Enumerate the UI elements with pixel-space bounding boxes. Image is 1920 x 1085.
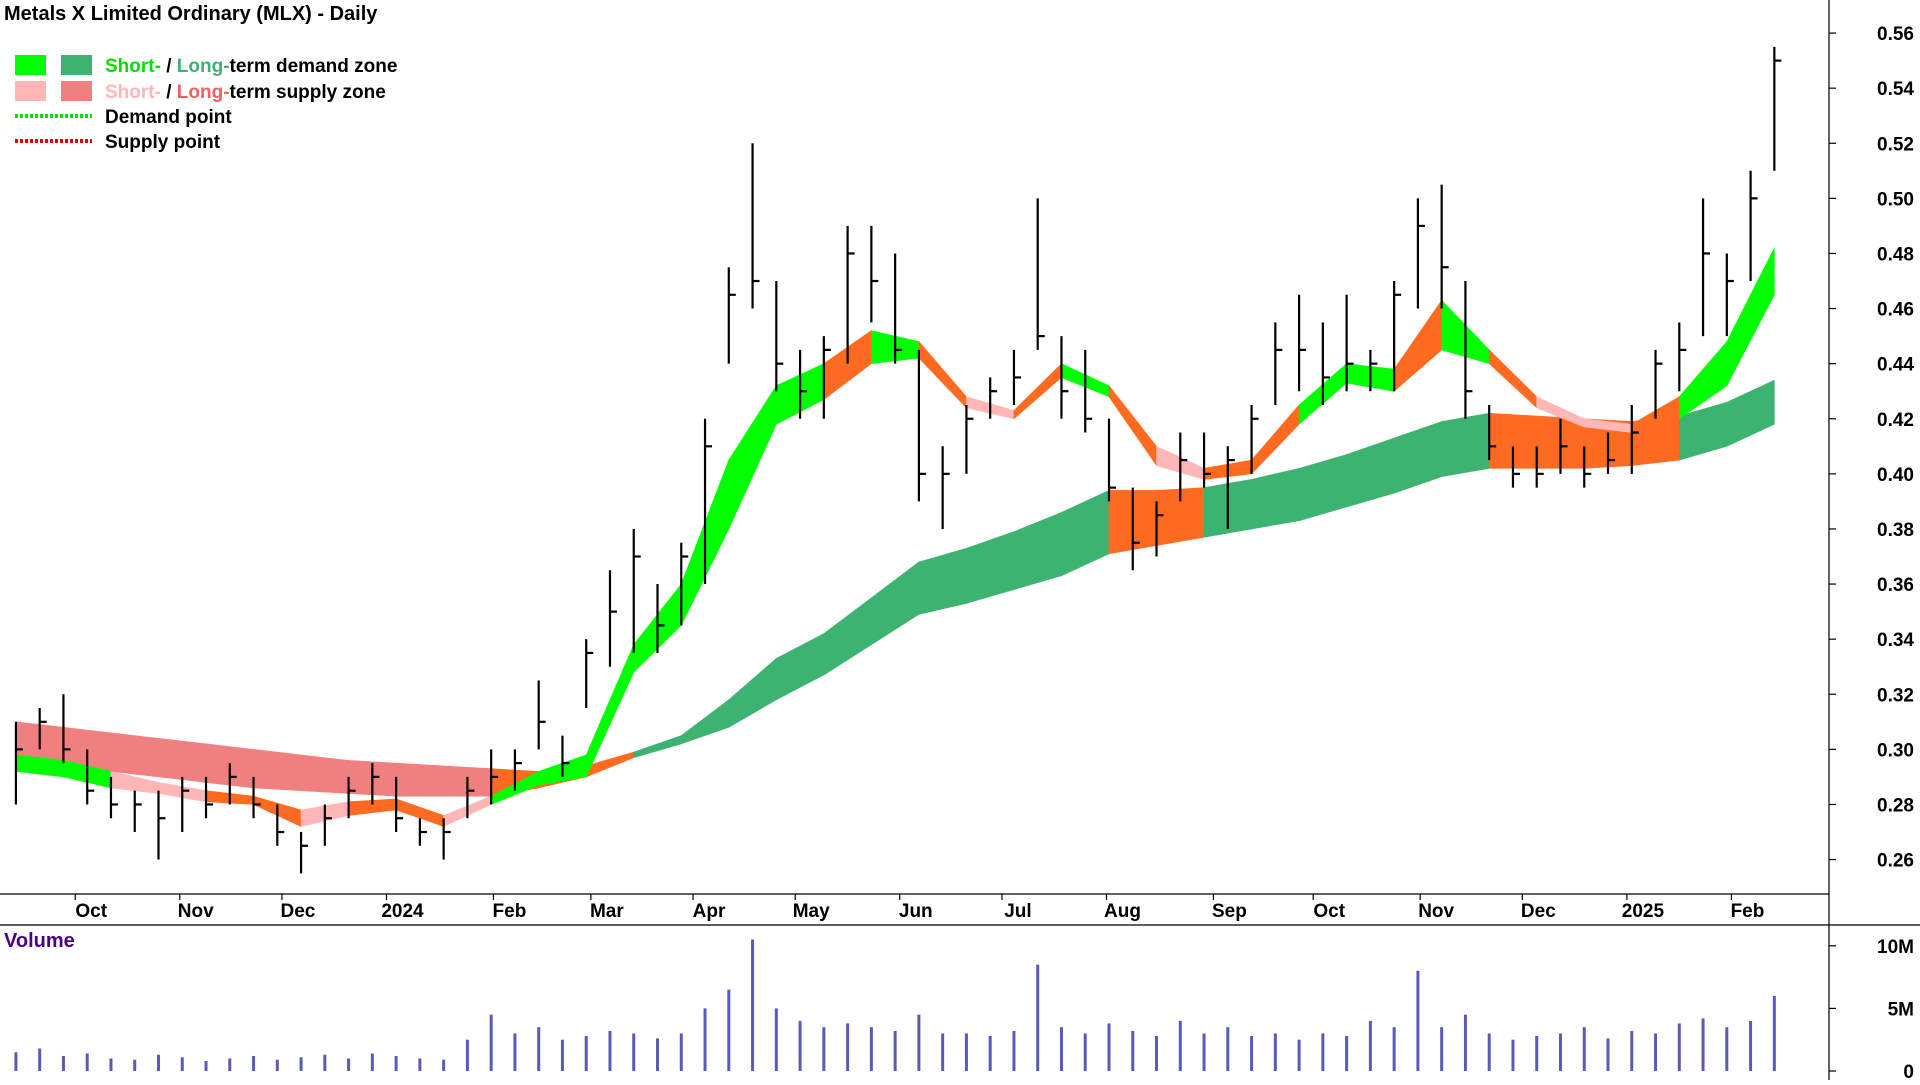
x-tick-label: 2024 [381, 901, 424, 922]
legend-text: Short- [105, 82, 161, 103]
legend-swatch [61, 81, 92, 101]
x-tick-label: Dec [1521, 901, 1556, 922]
x-tick-label: Sep [1212, 901, 1247, 922]
y-tick-label: 0.54 [1877, 79, 1914, 100]
long-term-zone [158, 738, 207, 783]
legend-text: Long- [177, 56, 230, 77]
volume-tick-label: 10M [1877, 937, 1914, 958]
y-tick-label: 0.50 [1877, 189, 1914, 210]
x-tick-label: Nov [1418, 901, 1454, 922]
x-tick-label: Feb [1731, 901, 1765, 922]
y-tick-label: 0.36 [1877, 575, 1914, 596]
long-term-zone [395, 762, 444, 797]
long-term-zone [1441, 412, 1490, 477]
legend-label: Demand point [105, 107, 232, 128]
legend-text: / [161, 56, 177, 77]
x-tick-label: Oct [1313, 901, 1345, 922]
x-tick-label: May [793, 901, 830, 922]
volume-panel [14, 939, 1776, 1071]
chart-title: Metals X Limited Ordinary (MLX) - Daily [4, 3, 378, 25]
legend-label: Short- / Long-term supply zone [105, 82, 386, 103]
x-tick-label: Oct [75, 901, 107, 922]
x-tick-label: Jun [899, 901, 933, 922]
legend-text: Long- [177, 82, 230, 103]
x-tick-label: 2025 [1622, 901, 1665, 922]
y-tick-label: 0.32 [1877, 685, 1914, 706]
x-tick-label: Mar [590, 901, 624, 922]
long-term-zone [300, 754, 349, 794]
legend-swatch [15, 55, 46, 75]
y-tick-label: 0.40 [1877, 465, 1914, 486]
x-tick-label: Apr [693, 901, 726, 922]
y-tick-label: 0.38 [1877, 520, 1914, 541]
x-tick-label: Aug [1104, 901, 1141, 922]
price-bars [14, 46, 1782, 874]
legend-text: term supply zone [230, 82, 386, 103]
y-tick-label: 0.44 [1877, 355, 1914, 376]
y-tick-label: 0.30 [1877, 740, 1914, 761]
legend-text: term demand zone [230, 56, 398, 77]
y-tick-label: 0.48 [1877, 244, 1914, 265]
long-term-zone [253, 749, 302, 792]
y-tick-label: 0.26 [1877, 851, 1914, 872]
legend-text: Demand point [105, 107, 232, 128]
legend-text: Supply point [105, 132, 221, 153]
x-tick-label: Nov [178, 901, 214, 922]
volume-tick-label: 5M [1888, 999, 1914, 1020]
legend-label: Short- / Long-term demand zone [105, 56, 397, 77]
x-tick-label: Feb [493, 901, 527, 922]
y-tick-label: 0.56 [1877, 24, 1914, 45]
long-term-zone [1726, 379, 1775, 447]
long-term-zone [110, 732, 159, 778]
legend-text: Short- [105, 56, 161, 77]
x-tick-label: Dec [281, 901, 316, 922]
long-term-zone [1251, 467, 1300, 530]
y-tick-label: 0.52 [1877, 134, 1914, 155]
axes: 0.26 0.28 0.30 0.32 0.34 0.36 0.38 0.40 0.42 0.44… [74, 24, 1914, 1083]
y-tick-label: 0.34 [1877, 630, 1914, 651]
volume-title: Volume [4, 930, 75, 952]
legend-swatch [61, 55, 92, 75]
short-term-zone [1726, 247, 1775, 386]
y-tick-label: 0.46 [1877, 300, 1914, 321]
y-tick-label: 0.28 [1877, 795, 1914, 816]
y-tick-label: 0.42 [1877, 410, 1914, 431]
volume-tick-label: 0 [1903, 1062, 1914, 1080]
legend-swatch [15, 81, 46, 101]
legend-text: / [161, 82, 177, 103]
legend-label: Supply point [105, 132, 221, 153]
x-tick-label: Jul [1004, 901, 1031, 922]
